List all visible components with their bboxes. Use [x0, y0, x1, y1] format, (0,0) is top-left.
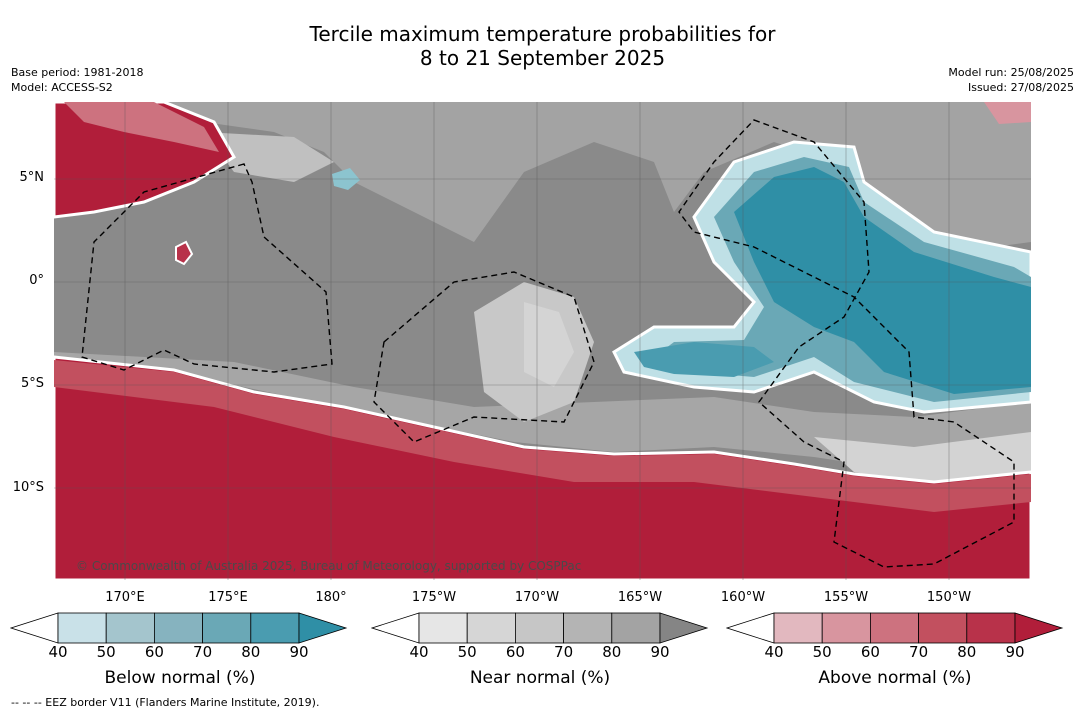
- colorbar-below-tick: 70: [193, 643, 213, 661]
- eez-borders: [81, 119, 1015, 568]
- lon-label-150w: 150°W: [926, 590, 972, 605]
- above-normal-northwest-light: [64, 102, 219, 152]
- colorbar-above-tick: 40: [764, 643, 784, 661]
- colorbar-below-tick: 40: [48, 643, 68, 661]
- issued-date: Issued: 27/08/2025: [967, 81, 1074, 94]
- colorbar-below-segment: [250, 612, 300, 644]
- colorbar-below-tick: 50: [96, 643, 116, 661]
- above-normal-small-island: [175, 240, 194, 266]
- colorbar-near-segment: [418, 612, 468, 644]
- colorbar-near-high-extend: [659, 612, 709, 644]
- colorbar-above-segment: [821, 612, 871, 644]
- near-normal-light-north: [204, 132, 334, 182]
- colorbar-below-segment: [153, 612, 203, 644]
- lat-label-10s: 10°S: [12, 480, 44, 495]
- base-period: Base period: 1981-2018: [11, 66, 144, 79]
- colorbar-below-high-extend: [298, 612, 348, 644]
- chart-title-line2: 8 to 21 September 2025: [419, 46, 666, 70]
- colorbar-near-tick: 70: [554, 643, 574, 661]
- below-normal-west-lobe: [634, 342, 774, 377]
- graticule: [54, 102, 1031, 580]
- colorbar-above-high-extend: [1014, 612, 1064, 644]
- lon-label-155w: 155°W: [823, 590, 869, 605]
- colorbar-near-segment: [563, 612, 613, 644]
- colorbar-near-tick: 60: [505, 643, 525, 661]
- colorbar-near-segment: [466, 612, 516, 644]
- probability-map: [54, 102, 1031, 580]
- colorbar-near-low-extend: [371, 612, 420, 644]
- colorbar-below-tick: 90: [289, 643, 309, 661]
- colorbar-near-segment: [611, 612, 661, 644]
- colorbar-below-tick: 80: [241, 643, 261, 661]
- colorbar-above-segment: [869, 612, 919, 644]
- model-run: Model run: 25/08/2025: [948, 66, 1074, 79]
- eez-footer-note: -- -- -- EEZ border V11 (Flanders Marine…: [11, 696, 320, 709]
- above-normal-south-band: [54, 360, 1031, 512]
- colorbar-below-segment: [57, 612, 107, 644]
- colorbar-near-tick: 50: [457, 643, 477, 661]
- colorbar-below-low-extend: [10, 612, 59, 644]
- lon-label-175e: 175°E: [208, 590, 248, 605]
- colorbar-below-segment: [105, 612, 155, 644]
- colorbar-near-tick: 90: [650, 643, 670, 661]
- near-normal-light-patch-2: [524, 302, 574, 387]
- colorbar-near-segment: [514, 612, 564, 644]
- colorbar-below-tick: 60: [144, 643, 164, 661]
- colorbar-label-near: Near normal (%): [469, 668, 611, 688]
- colorbar-near: [371, 612, 709, 644]
- colorbar-near-tick: 80: [602, 643, 622, 661]
- lat-label-5s: 5°S: [20, 376, 44, 391]
- lon-label-170e: 170°E: [105, 590, 145, 605]
- colorbar-above-low-extend: [726, 612, 775, 644]
- colorbar-above-tick: 50: [812, 643, 832, 661]
- colorbar-near-tick: 40: [409, 643, 429, 661]
- lon-label-165w: 165°W: [617, 590, 663, 605]
- above-normal-northeast: [984, 102, 1031, 124]
- colorbar-above-segment: [918, 612, 968, 644]
- below-normal-strong: [734, 167, 1031, 394]
- colorbar-above-tick: 90: [1005, 643, 1025, 661]
- colorbar-below-segment: [202, 612, 252, 644]
- lon-label-175w: 175°W: [411, 590, 457, 605]
- colorbar-below: [10, 612, 348, 644]
- lon-label-180: 180°: [315, 590, 347, 605]
- colorbar-above-tick: 70: [909, 643, 929, 661]
- chart-title-line1: Tercile maximum temperature probabilitie…: [309, 22, 776, 46]
- colorbar-above-tick: 60: [860, 643, 880, 661]
- colorbar-above-segment: [773, 612, 823, 644]
- copyright-notice: © Commonwealth of Australia 2025, Bureau…: [76, 559, 582, 573]
- colorbar-above-segment: [966, 612, 1016, 644]
- colorbar-above-tick: 80: [957, 643, 977, 661]
- lat-label-5n: 5°N: [19, 170, 45, 185]
- lon-label-160w: 160°W: [720, 590, 766, 605]
- colorbar-label-above: Above normal (%): [818, 668, 972, 688]
- colorbar-above: [726, 612, 1064, 644]
- near-normal-mid-band: [54, 102, 1031, 252]
- lat-label-0: 0°: [29, 273, 44, 288]
- model-name: Model: ACCESS-S2: [11, 81, 113, 94]
- colorbar-label-below: Below normal (%): [104, 668, 256, 688]
- lon-label-170w: 170°W: [514, 590, 560, 605]
